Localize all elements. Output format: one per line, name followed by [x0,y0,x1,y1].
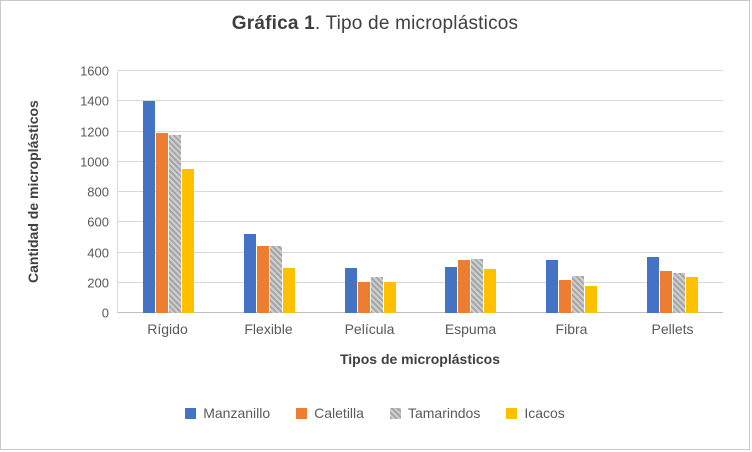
bar-tamarindos [572,275,585,313]
y-tick-label: 200 [87,275,109,291]
bar-group-rígido [118,71,219,313]
legend: Manzanillo Caletilla Tamarindos Icacos [1,405,749,421]
bar-group-flexible [219,71,320,313]
y-tick-label: 1200 [80,124,109,139]
gridline [118,281,723,283]
bar-caletilla [256,245,269,313]
x-tick-label: Pellets [651,321,694,337]
y-tick-label: 400 [87,245,109,260]
y-tick-label: 600 [87,214,109,230]
legend-item-tamarindos: Tamarindos [389,405,481,421]
bar-caletilla [357,282,370,313]
bar-group-película [320,71,421,313]
chart-title-rest: . Tipo de microplásticos [314,13,519,34]
x-tick-label: Flexible [244,321,293,337]
legend-swatch-icon [185,407,197,419]
y-tick-label: 1400 [80,93,109,109]
bar-icacos [686,276,699,313]
x-axis-title: Tipos de microplásticos [339,351,500,367]
bar-caletilla [458,260,471,313]
bar-icacos [585,285,598,313]
legend-item-manzanillo: Manzanillo [185,405,270,421]
legend-item-caletilla: Caletilla [296,405,364,421]
bar-manzanillo [445,266,458,313]
bar-tamarindos [471,259,484,313]
legend-swatch-icon [506,407,518,419]
plot-area [117,70,723,313]
legend-item-icacos: Icacos [506,405,565,421]
y-tick-label: 0 [101,305,109,321]
bar-icacos [484,269,497,313]
legend-label: Caletilla [314,405,364,421]
legend-swatch-icon [389,407,401,419]
y-tick-label: 1600 [80,63,109,79]
chart-title: Gráfica 1. Tipo de microplásticos [1,13,749,35]
gridline [118,160,723,162]
x-tick-label: Película [344,321,395,337]
bar-tamarindos [370,277,383,313]
bar-manzanillo [546,260,559,313]
bar-tamarindos [269,246,282,313]
gridline [118,70,723,71]
y-tick-label: 800 [87,184,109,200]
bar-group-fibra [521,71,622,313]
bar-manzanillo [647,257,660,313]
bar-icacos [383,282,396,313]
chart-title-bold: Gráfica 1 [231,13,315,34]
legend-label: Icacos [524,405,565,421]
bar-icacos [181,169,194,313]
bar-caletilla [660,271,673,313]
bar-manzanillo [344,267,357,313]
gridline [118,251,723,253]
x-tick-label: Espuma [444,321,497,337]
legend-swatch-icon [296,407,308,419]
x-tick-label: Fibra [555,321,588,337]
gridline [118,191,723,192]
legend-label: Tamarindos [407,405,481,421]
x-tick-labels: Rígido Flexible Película Espuma Fibra Pellets [117,321,723,337]
bar-icacos [282,267,295,313]
bar-group-pellets [622,71,723,313]
y-tick-label: 1000 [80,154,109,170]
gridline [118,221,723,223]
gridline [118,100,723,102]
bar-group-espuma [420,71,521,313]
bar-groups [118,71,723,313]
y-axis-title: Cantidad de microplásticos [25,100,41,284]
y-tick-labels: 0 200 400 600 800 1000 1200 1400 1600 [61,65,109,320]
legend-label: Manzanillo [203,405,271,421]
gridline [118,312,723,313]
bar-caletilla [155,133,168,313]
gridline [118,130,723,132]
bar-manzanillo [243,234,256,313]
bar-caletilla [559,280,572,313]
x-tick-label: Rígido [147,321,188,337]
bar-manzanillo [142,101,155,313]
bar-tamarindos [168,134,181,313]
bar-tamarindos [673,272,686,313]
